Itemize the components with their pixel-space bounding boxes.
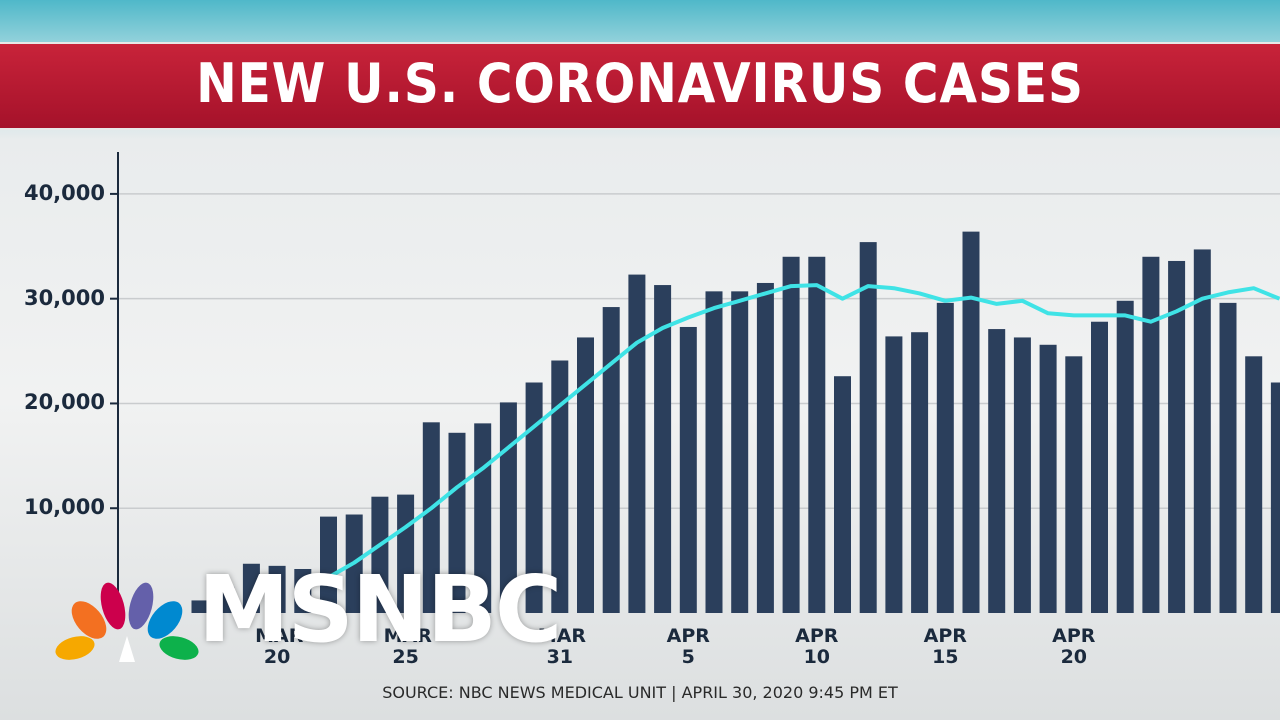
trend-line — [327, 283, 1280, 580]
bar — [936, 302, 954, 613]
network-logo: MSNBC — [198, 556, 562, 663]
bar — [628, 274, 646, 613]
bar — [422, 422, 440, 613]
bar — [1116, 300, 1134, 613]
x-tick-label: APR 15 — [923, 625, 967, 668]
bar — [191, 600, 209, 613]
bar — [731, 291, 749, 613]
bar — [294, 568, 312, 613]
bar — [525, 382, 543, 613]
chart-title: NEW U.S. CORONAVIRUS CASES — [196, 52, 1084, 115]
bar — [911, 332, 929, 613]
bar — [1168, 260, 1186, 613]
bar — [679, 326, 697, 613]
bar — [1142, 256, 1160, 613]
bar — [885, 336, 903, 613]
bar — [782, 256, 800, 613]
bar — [320, 516, 337, 613]
bar — [834, 376, 851, 613]
bar — [756, 282, 774, 613]
bar — [371, 496, 389, 613]
bar — [808, 256, 826, 613]
bar — [242, 563, 260, 613]
bar — [1039, 344, 1057, 613]
bar — [499, 402, 517, 613]
bar — [962, 231, 980, 614]
bar — [448, 432, 466, 613]
x-tick-label: APR 5 — [666, 625, 710, 668]
bar — [988, 329, 1006, 613]
x-tick-label: MAR 25 — [383, 625, 432, 668]
bar — [551, 360, 569, 613]
bar — [1193, 249, 1211, 613]
bar — [217, 586, 235, 613]
bar — [1270, 382, 1280, 613]
peacock-logo — [55, 582, 199, 662]
bar — [268, 565, 286, 613]
bar — [1219, 302, 1237, 613]
x-tick-label: MAR 31 — [537, 625, 587, 668]
y-tick-label: 40,000 — [23, 180, 105, 205]
bar — [859, 242, 877, 613]
x-tick-label: APR 10 — [795, 625, 839, 668]
bar — [654, 285, 672, 613]
bar — [1065, 356, 1083, 613]
title-banner — [0, 42, 1280, 130]
source-note: SOURCE: NBC NEWS MEDICAL UNIT | APRIL 30… — [382, 683, 898, 702]
bar — [577, 337, 594, 613]
y-tick-label: 10,000 — [23, 495, 105, 520]
y-tick-label: 20,000 — [23, 390, 105, 415]
bar — [1245, 356, 1263, 613]
bar — [1013, 337, 1031, 613]
bar — [602, 307, 620, 613]
y-tick-label: 30,000 — [23, 285, 105, 310]
bar — [1091, 321, 1108, 613]
bar — [705, 291, 723, 613]
x-tick-label: MAR 20 — [255, 625, 304, 668]
x-tick-label: APR 20 — [1052, 625, 1096, 668]
